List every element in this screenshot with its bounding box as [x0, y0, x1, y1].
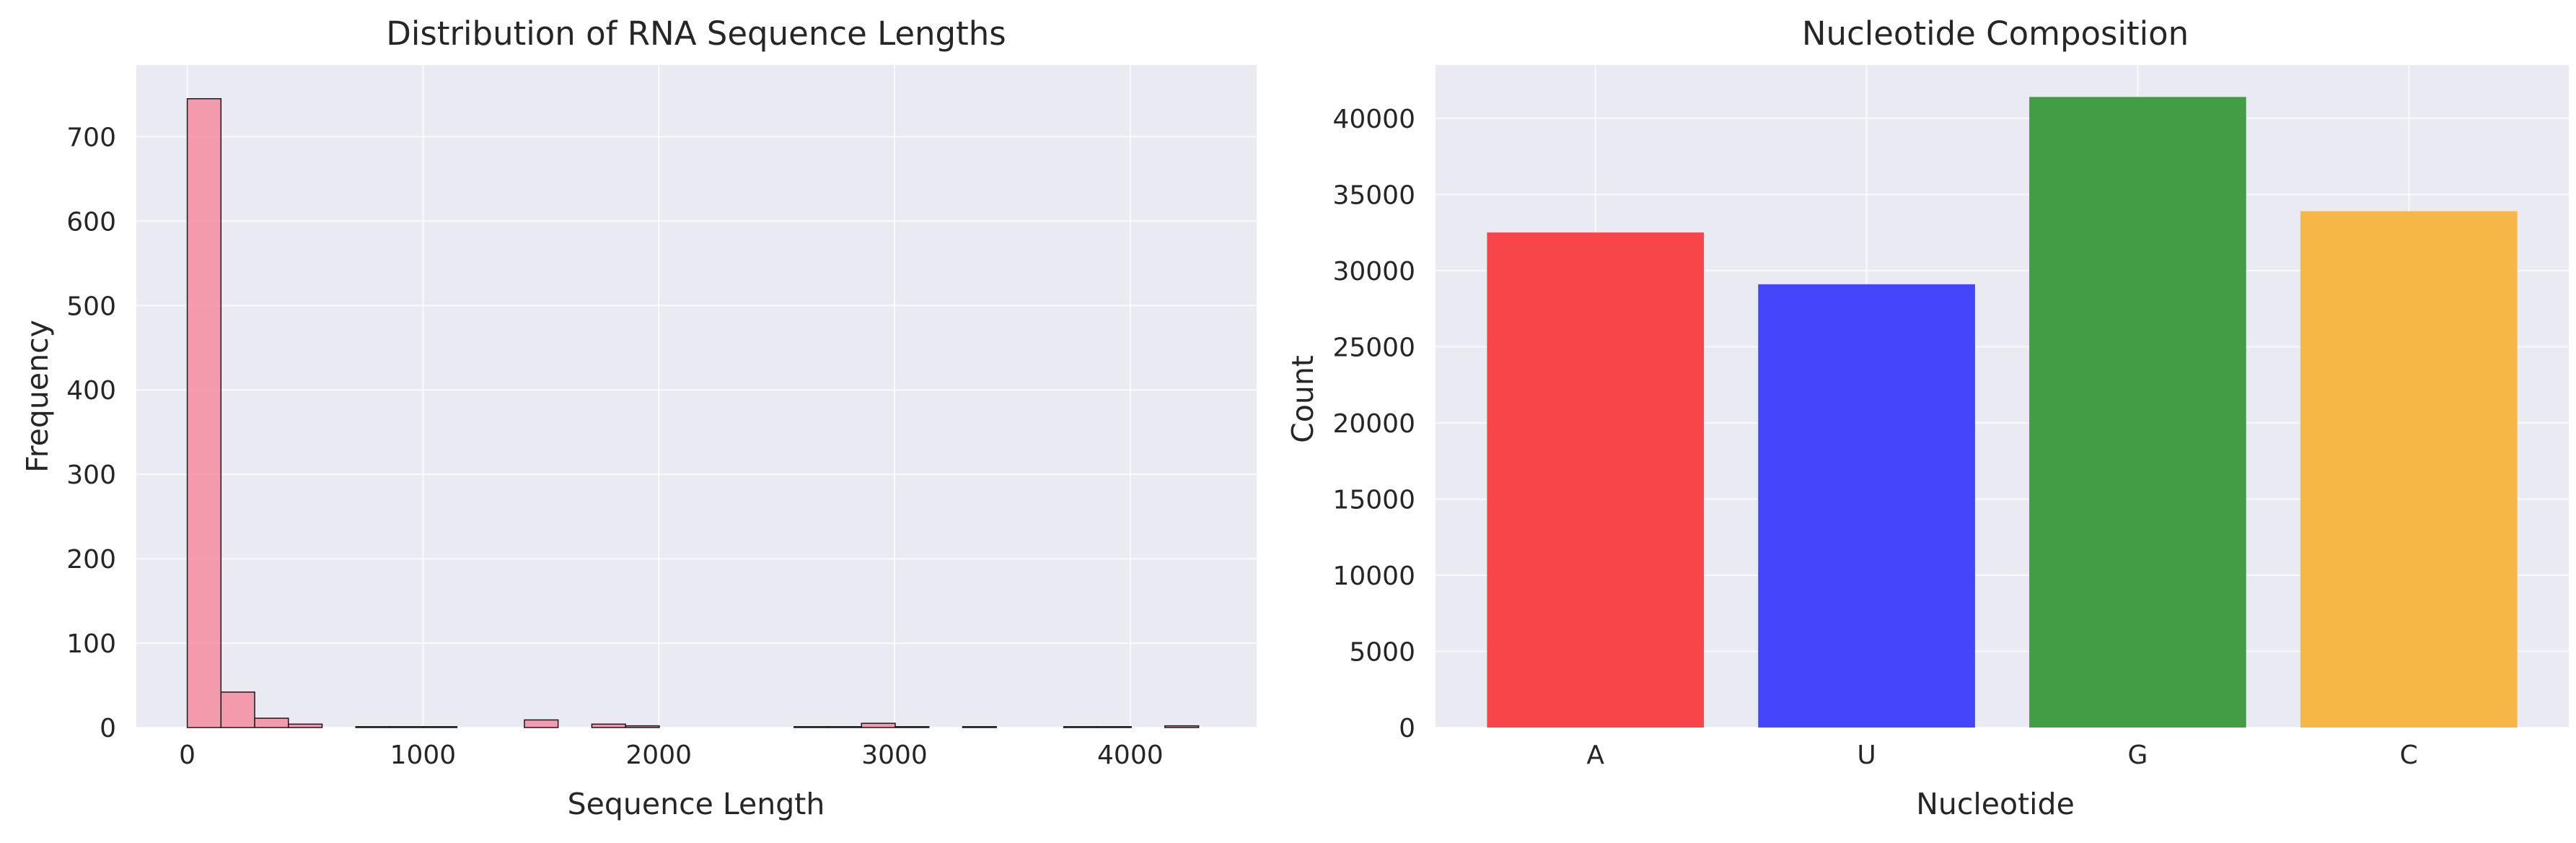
histogram-bar: [220, 691, 255, 728]
nucleotide-bar-u: [1758, 284, 1975, 728]
nucleotide-bar-c: [2300, 211, 2518, 728]
bar-y-tick: 35000: [1332, 180, 1415, 210]
histogram-bar: [591, 723, 626, 728]
hist-y-tick: 200: [66, 545, 116, 575]
bar-y-tick: 40000: [1332, 105, 1415, 134]
histogram-bar: [422, 726, 458, 728]
histogram-y-axis-label: Frequency: [20, 320, 55, 473]
nucleotide-panel: A U G C 0 5000 10000 15000 20000 25000 30000 35000…: [1285, 14, 2569, 821]
histogram-gridlines: [136, 65, 1257, 728]
histogram-bar: [389, 726, 424, 728]
histogram-bar: [861, 722, 896, 728]
nucleotide-x-tick: C: [2400, 741, 2418, 770]
hist-x-tick: 3000: [861, 741, 928, 770]
bar-y-tick: 30000: [1332, 257, 1415, 287]
histogram-bar: [1164, 725, 1200, 728]
histogram-title: Distribution of RNA Sequence Lengths: [386, 14, 1006, 53]
histogram-bar: [1096, 726, 1132, 728]
bar-y-tick: 0: [1399, 714, 1415, 743]
histogram-bar: [962, 726, 997, 728]
bar-y-tick: 20000: [1332, 409, 1415, 439]
nucleotide-bars: [1487, 97, 2518, 728]
histogram-bar: [794, 726, 829, 728]
histogram-bar: [288, 723, 323, 728]
bar-y-tick: 10000: [1332, 562, 1415, 591]
histogram-bar: [827, 726, 863, 728]
histogram-bar: [254, 717, 289, 728]
histogram-panel: 0 1000 2000 3000 4000 0 100 200 300 400 500 600 700…: [20, 14, 1257, 821]
nucleotide-y-tick-labels: 0 5000 10000 15000 20000 25000 30000 35000 40000: [1332, 105, 1415, 743]
histogram-bar: [524, 719, 559, 728]
hist-x-tick: 2000: [625, 741, 692, 770]
hist-y-tick: 300: [66, 460, 116, 490]
hist-y-tick: 100: [66, 629, 116, 659]
hist-y-tick: 400: [66, 376, 116, 406]
nucleotide-x-tick: A: [1586, 741, 1604, 770]
histogram-bar: [625, 725, 660, 728]
histogram-bar: [186, 98, 222, 728]
nucleotide-x-tick: G: [2127, 741, 2148, 770]
hist-y-tick: 700: [66, 123, 116, 152]
histogram-bars: [186, 98, 1200, 728]
nucleotide-bar-a: [1487, 232, 1705, 728]
histogram-x-tick-labels: 0 1000 2000 3000 4000: [179, 741, 1164, 770]
histogram-y-tick-labels: 0 100 200 300 400 500 600 700: [66, 123, 116, 743]
nucleotide-y-axis-label: Count: [1285, 355, 1320, 443]
histogram-bar: [1063, 726, 1099, 728]
histogram-x-axis-label: Sequence Length: [568, 787, 825, 821]
nucleotide-title: Nucleotide Composition: [1802, 14, 2189, 53]
nucleotide-x-tick: U: [1857, 741, 1876, 770]
nucleotide-bar-g: [2029, 97, 2246, 728]
hist-x-tick: 0: [179, 741, 195, 770]
bar-y-tick: 5000: [1349, 637, 1415, 667]
hist-x-tick: 1000: [390, 741, 457, 770]
bar-y-tick: 15000: [1332, 485, 1415, 515]
histogram-bar: [355, 726, 390, 728]
histogram-plot-area: [136, 65, 1257, 728]
hist-y-tick: 600: [66, 207, 116, 237]
hist-x-tick: 4000: [1097, 741, 1164, 770]
hist-y-tick: 500: [66, 292, 116, 321]
hist-y-tick: 0: [100, 714, 116, 743]
nucleotide-x-axis-label: Nucleotide: [1916, 787, 2075, 821]
histogram-bar: [894, 726, 930, 728]
bar-y-tick: 25000: [1332, 333, 1415, 362]
